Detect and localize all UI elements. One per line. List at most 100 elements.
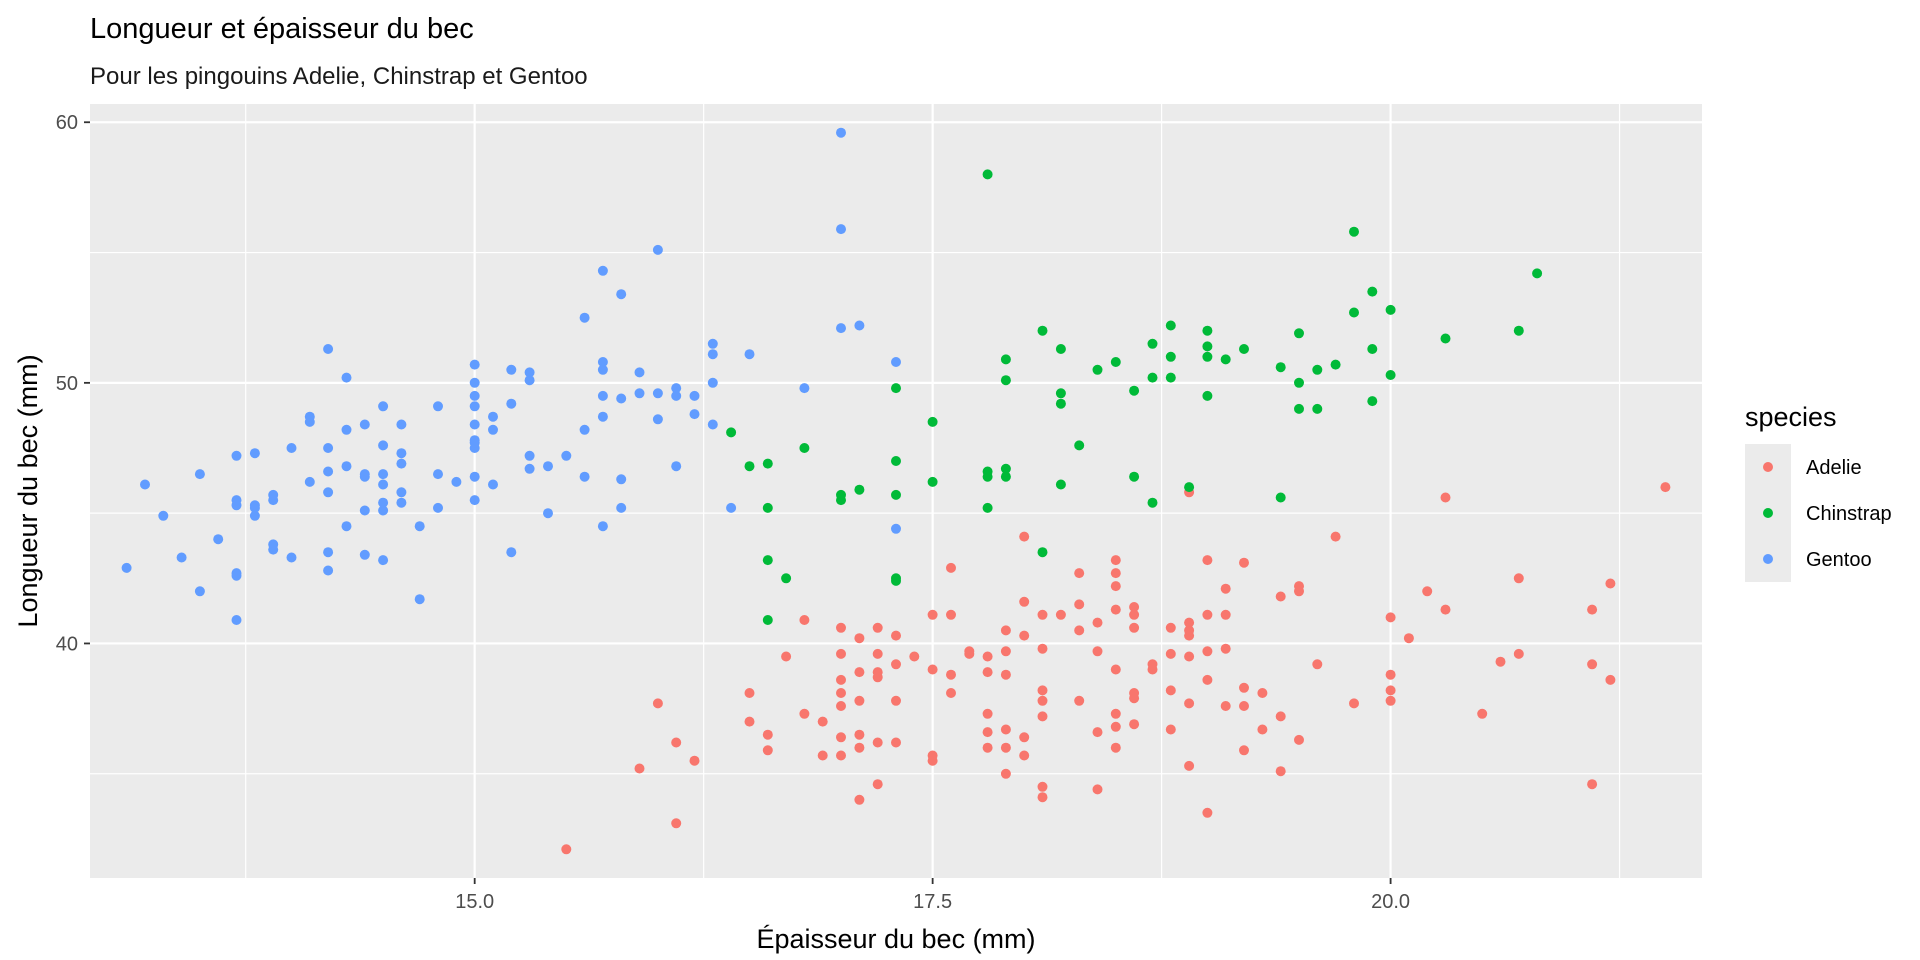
point-adelie [1129, 719, 1140, 730]
point-adelie [799, 615, 810, 625]
point-adelie [1513, 573, 1524, 584]
point-gentoo [213, 534, 224, 545]
point-adelie [1220, 609, 1231, 620]
x-tick-label: 17.5 [913, 891, 952, 913]
point-chinstrap [1367, 396, 1378, 407]
point-adelie [1110, 664, 1121, 675]
point-gentoo [836, 224, 846, 235]
point-adelie [1129, 602, 1140, 612]
point-chinstrap [1349, 307, 1359, 318]
point-gentoo [616, 502, 627, 513]
point-adelie [1074, 568, 1085, 579]
point-adelie [1129, 609, 1140, 620]
legend-label-gentoo: Gentoo [1806, 549, 1872, 571]
point-adelie [1587, 779, 1598, 790]
point-chinstrap [1037, 325, 1048, 336]
point-adelie [927, 750, 938, 761]
point-gentoo [597, 521, 608, 532]
point-adelie [1513, 648, 1524, 659]
point-gentoo [836, 323, 846, 334]
point-gentoo [469, 401, 480, 412]
point-adelie [872, 779, 883, 790]
point-gentoo [396, 458, 407, 469]
point-adelie [1349, 698, 1359, 709]
point-gentoo [744, 349, 755, 360]
point-chinstrap [982, 169, 993, 180]
point-adelie [1019, 750, 1030, 761]
point-adelie [1000, 724, 1011, 735]
point-gentoo [378, 469, 389, 480]
point-chinstrap [1513, 325, 1524, 336]
point-adelie [836, 732, 846, 743]
point-adelie [854, 742, 865, 753]
point-adelie [1220, 701, 1231, 711]
point-adelie [1110, 568, 1121, 579]
point-adelie [1000, 669, 1011, 680]
point-gentoo [561, 450, 572, 461]
point-adelie [781, 651, 792, 662]
y-tick-label: 60 [56, 112, 78, 134]
point-adelie [982, 708, 993, 719]
point-gentoo [597, 390, 608, 401]
point-gentoo [341, 424, 352, 435]
point-adelie [1165, 724, 1176, 735]
point-adelie [1055, 609, 1066, 620]
point-chinstrap [1092, 364, 1103, 375]
point-gentoo [707, 338, 718, 349]
point-chinstrap [891, 383, 901, 394]
point-adelie [836, 648, 846, 659]
point-chinstrap [1184, 482, 1195, 493]
point-chinstrap [982, 502, 993, 513]
point-chinstrap [1000, 375, 1011, 386]
point-adelie [744, 688, 755, 698]
point-adelie [1440, 492, 1451, 503]
point-adelie [891, 630, 901, 641]
point-gentoo [359, 505, 370, 516]
point-adelie [1092, 727, 1103, 738]
point-gentoo [378, 505, 389, 516]
point-gentoo [433, 502, 443, 513]
legend-label-adelie: Adelie [1806, 457, 1862, 479]
x-axis-title: Épaisseur du bec (mm) [756, 924, 1035, 954]
point-adelie [1092, 617, 1103, 628]
point-adelie [1587, 604, 1598, 615]
point-chinstrap [982, 466, 993, 477]
y-axis-title: Longueur du bec (mm) [13, 354, 43, 627]
point-adelie [817, 750, 828, 761]
point-gentoo [891, 357, 901, 367]
point-chinstrap [891, 489, 901, 500]
point-adelie [1074, 599, 1085, 610]
point-chinstrap [799, 443, 810, 453]
point-gentoo [396, 448, 407, 459]
point-adelie [1165, 648, 1176, 659]
point-adelie [872, 648, 883, 659]
point-adelie [1165, 685, 1176, 696]
point-adelie [1220, 643, 1231, 654]
legend-title: species [1745, 402, 1837, 432]
point-gentoo [469, 495, 480, 506]
point-adelie [1129, 688, 1140, 698]
point-adelie [1385, 612, 1396, 623]
point-adelie [1037, 781, 1048, 792]
point-adelie [946, 669, 956, 680]
point-adelie [1184, 617, 1195, 628]
point-adelie [1257, 724, 1268, 735]
point-adelie [1202, 609, 1213, 620]
legend-key-adelie [1763, 462, 1773, 472]
point-adelie [1037, 695, 1048, 706]
point-gentoo [597, 357, 608, 367]
point-gentoo [671, 461, 682, 472]
point-gentoo [579, 471, 590, 482]
point-gentoo [231, 615, 242, 625]
point-adelie [1074, 625, 1085, 636]
point-adelie [1239, 682, 1249, 693]
point-adelie [1037, 609, 1048, 620]
point-gentoo [524, 375, 535, 386]
point-adelie [946, 688, 956, 698]
point-chinstrap [1330, 359, 1341, 370]
point-gentoo [524, 450, 535, 461]
point-gentoo [799, 383, 810, 394]
legend-key-gentoo [1763, 554, 1773, 564]
point-adelie [1202, 555, 1213, 566]
point-chinstrap [1165, 351, 1176, 362]
